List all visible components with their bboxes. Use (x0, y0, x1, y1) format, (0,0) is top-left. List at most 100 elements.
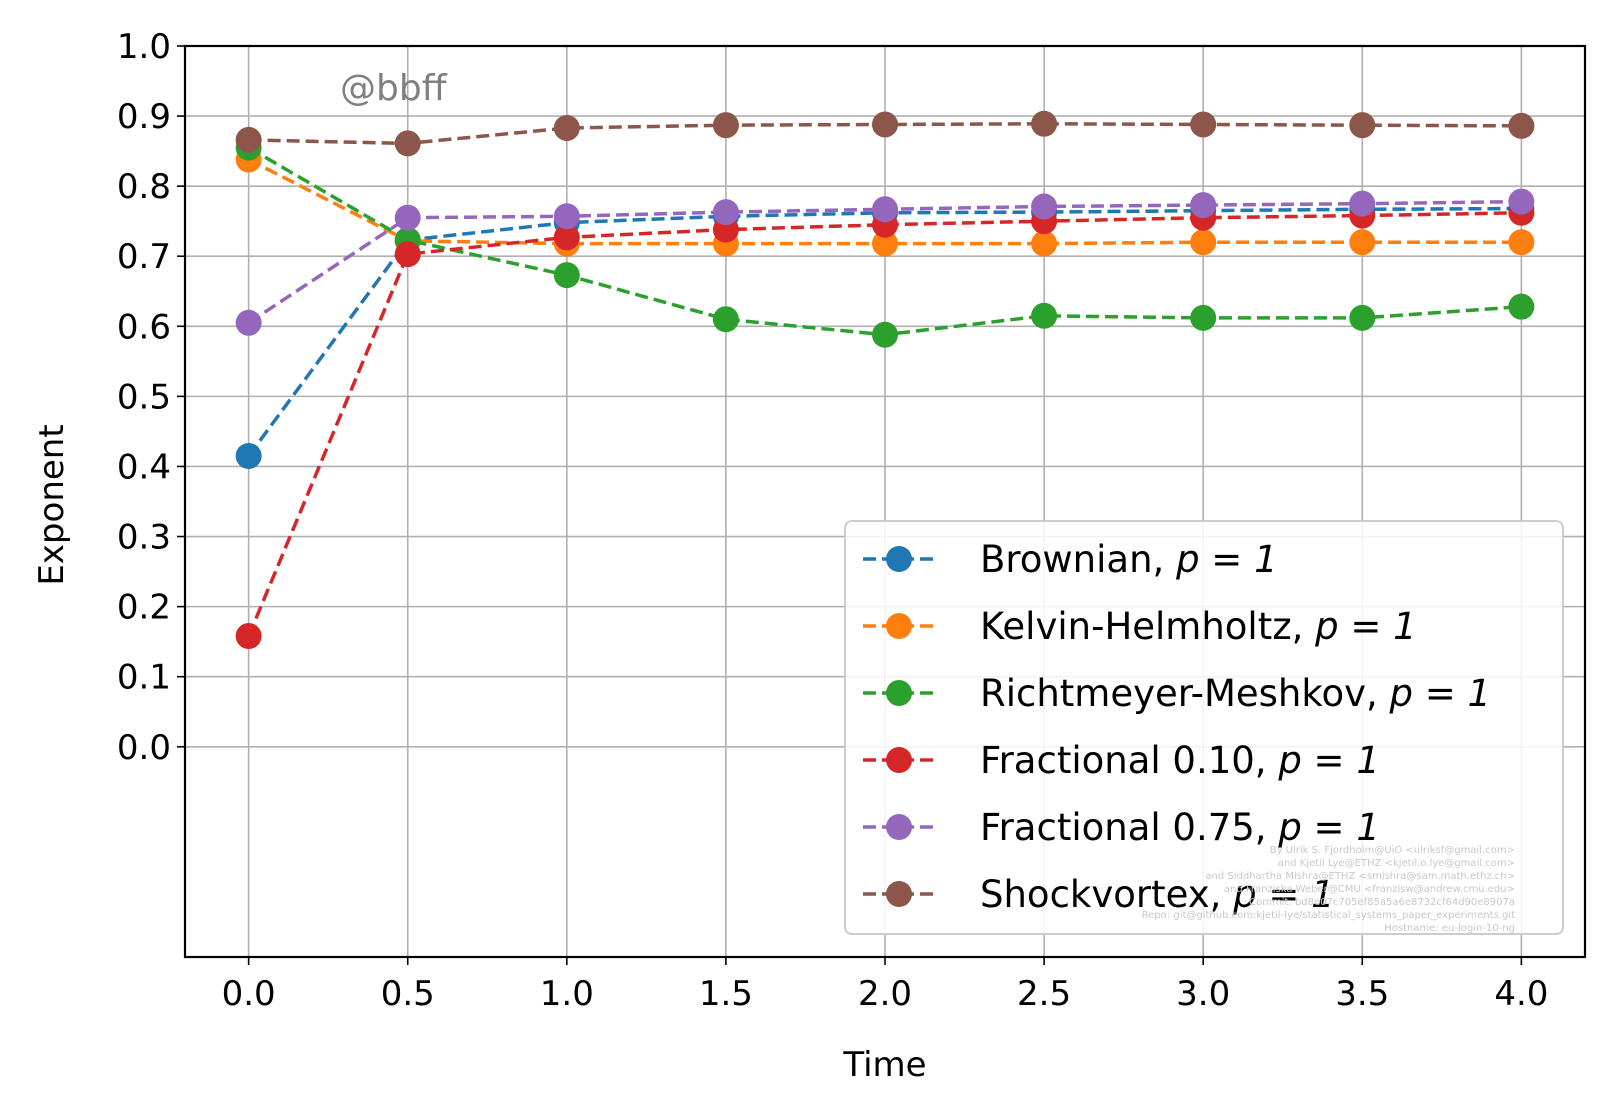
legend-label-math: p = 1 (1175, 538, 1278, 581)
legend-entry: Fractional 0.10, p = 1 (863, 739, 1380, 782)
y-tick-label: 0.5 (117, 377, 171, 417)
x-tick-label: 3.5 (1335, 974, 1389, 1014)
data-point (1508, 188, 1535, 215)
y-tick-label: 0.6 (117, 307, 171, 347)
legend-label-text: Shockvortex, (980, 873, 1233, 916)
legend-marker (886, 814, 912, 840)
legend-entry: Kelvin-Helmholtz, p = 1 (863, 605, 1417, 648)
x-tick-label: 1.0 (540, 974, 594, 1014)
y-axis-ticks: 0.0 0.1 0.2 0.3 0.4 0.5 0.6 0.7 0.8 0.9 1.0 (117, 27, 185, 768)
data-point (394, 130, 421, 157)
legend-label: Fractional 0.75, p = 1 (980, 806, 1380, 849)
legend-label: Fractional 0.10, p = 1 (980, 739, 1380, 782)
legend-entry: Richtmeyer-Meshkov, p = 1 (863, 672, 1491, 715)
y-tick-label: 0.0 (117, 728, 171, 768)
data-point (1190, 192, 1217, 219)
x-tick-label: 2.5 (1017, 974, 1071, 1014)
y-tick-label: 0.9 (117, 97, 171, 137)
x-tick-label: 1.5 (699, 974, 753, 1014)
y-tick-label: 0.2 (117, 588, 171, 628)
data-point (1349, 112, 1376, 139)
data-point (1190, 304, 1217, 331)
data-point (235, 623, 262, 650)
legend-label: Kelvin-Helmholtz, p = 1 (980, 605, 1417, 648)
data-point (553, 114, 580, 141)
data-point (1190, 111, 1217, 138)
data-point (1349, 190, 1376, 217)
metadata-line: Repo: git@github.com:kjetil-lye/statisti… (1142, 910, 1515, 921)
x-axis-ticks: 0.0 0.5 1.0 1.5 2.0 2.5 3.0 3.5 4.0 (222, 957, 1548, 1014)
legend-entry: Fractional 0.75, p = 1 (863, 806, 1380, 849)
data-point (235, 309, 262, 336)
legend-marker (886, 747, 912, 773)
legend-label-math: p = 1 (1314, 605, 1417, 648)
data-point (872, 196, 898, 223)
x-tick-label: 4.0 (1494, 974, 1548, 1014)
series-5 (235, 188, 1535, 336)
data-point (1349, 304, 1376, 331)
data-point (872, 111, 898, 138)
series-6 (235, 110, 1535, 157)
watermark-text: @bbff (340, 68, 448, 109)
data-point (712, 112, 739, 139)
data-point (712, 199, 739, 226)
data-point (1508, 112, 1535, 139)
legend-entry: Shockvortex, p = 1 (863, 873, 1335, 916)
metadata-line: and Kjetil Lye@ETHZ <kjetil.o.lye@gmail.… (1278, 858, 1515, 869)
legend-label-text: Kelvin-Helmholtz, (980, 605, 1315, 648)
data-point (712, 306, 739, 333)
y-tick-label: 1.0 (117, 27, 171, 67)
series-line (247, 211, 1522, 637)
data-point (1031, 302, 1058, 329)
series-layer (235, 110, 1535, 650)
data-point (394, 241, 421, 268)
legend-label-math: p = 1 (1277, 806, 1380, 849)
data-point (1031, 230, 1058, 257)
data-point (235, 126, 262, 153)
legend-label-text: Richtmeyer-Meshkov, (980, 672, 1390, 715)
metadata-text: By Ulrik S. Fjordholm@UiO <ulriksf@gmail… (1142, 845, 1515, 934)
legend-label-math: p = 1 (1389, 672, 1492, 715)
metadata-line: and Siddhartha Mishra@ETHZ <smishra@sam.… (1205, 871, 1515, 882)
data-point (235, 442, 262, 469)
legend-label: Shockvortex, p = 1 (980, 873, 1335, 916)
x-tick-label: 3.0 (1176, 974, 1230, 1014)
legend-label-text: Brownian, (980, 538, 1176, 581)
y-tick-label: 0.8 (117, 167, 171, 207)
x-tick-label: 0.5 (381, 974, 435, 1014)
metadata-line: and Franziska Weber@CMU <franzisw@andrew… (1224, 884, 1515, 895)
data-point (553, 224, 580, 251)
data-point (1508, 293, 1535, 320)
y-tick-label: 0.7 (117, 237, 171, 277)
data-point (1349, 229, 1376, 256)
legend-label: Richtmeyer-Meshkov, p = 1 (980, 672, 1491, 715)
legend-label-text: Fractional 0.10, (980, 739, 1278, 782)
x-tick-label: 0.0 (222, 974, 276, 1014)
legend-label: Brownian, p = 1 (980, 538, 1278, 581)
metadata-line: Hostname: eu-login-10-ng (1384, 923, 1515, 934)
legend-entry: Brownian, p = 1 (863, 538, 1278, 581)
data-point (1190, 229, 1217, 256)
data-point (553, 262, 580, 289)
legend-label-math: p = 1 (1232, 873, 1335, 916)
data-point (394, 204, 421, 231)
metadata-line: Commit: bd8e07c705ef85a5a6e8732cf64d90e8… (1249, 897, 1515, 908)
y-axis-label: Exponent (32, 424, 72, 585)
metadata-line: By Ulrik S. Fjordholm@UiO <ulriksf@gmail… (1270, 845, 1515, 856)
x-axis-label: Time (842, 1045, 926, 1085)
legend-marker (886, 680, 912, 706)
data-point (1031, 193, 1058, 220)
y-tick-label: 0.1 (117, 658, 171, 698)
legend-marker (886, 881, 912, 907)
x-tick-label: 2.0 (858, 974, 912, 1014)
series-3 (235, 134, 1535, 348)
legend-marker (886, 613, 912, 639)
data-point (1508, 229, 1535, 256)
legend-box (844, 520, 1564, 935)
y-tick-label: 0.3 (117, 518, 171, 558)
legend-label-text: Fractional 0.75, (980, 806, 1278, 849)
legend-label-math: p = 1 (1277, 739, 1380, 782)
